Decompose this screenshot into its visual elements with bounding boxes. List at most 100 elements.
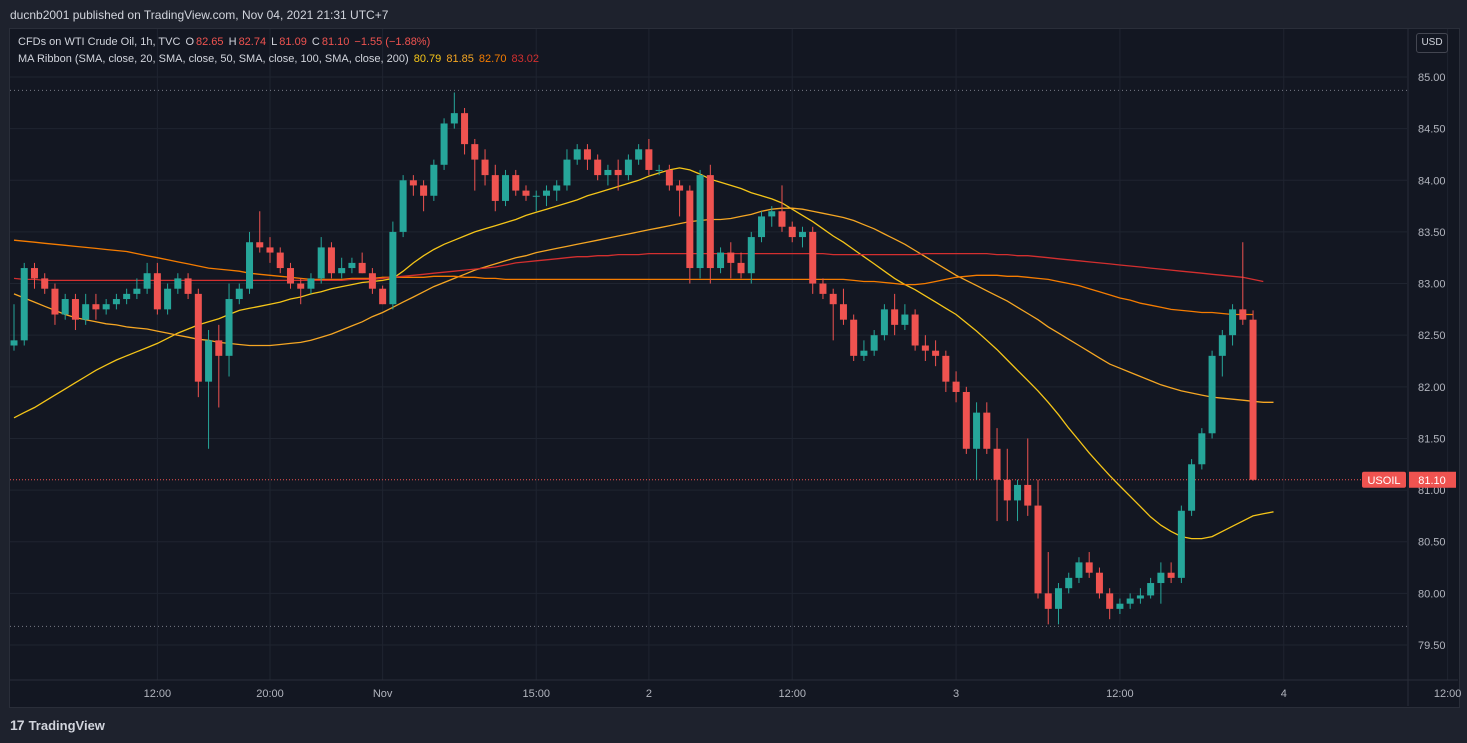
candle-up[interactable]	[348, 262, 356, 269]
candle-down[interactable]	[1167, 572, 1175, 578]
candle-up[interactable]	[696, 175, 704, 269]
candle-down[interactable]	[911, 314, 919, 346]
candle-up[interactable]	[1054, 588, 1062, 609]
candle-down[interactable]	[1044, 593, 1052, 609]
candle-up[interactable]	[205, 340, 213, 382]
chart-frame[interactable]	[9, 28, 1460, 708]
candle-down[interactable]	[286, 268, 294, 284]
candle-down[interactable]	[41, 278, 49, 289]
legend-ma-label[interactable]: MA Ribbon (SMA, close, 20, SMA, close, 5…	[18, 53, 409, 65]
candle-down[interactable]	[788, 226, 796, 238]
candle-up[interactable]	[880, 309, 888, 336]
candle-up[interactable]	[635, 149, 643, 160]
candle-up[interactable]	[338, 268, 346, 274]
candle-up[interactable]	[901, 314, 909, 325]
candle-up[interactable]	[604, 169, 612, 176]
candle-up[interactable]	[1229, 309, 1237, 336]
candle-down[interactable]	[512, 175, 520, 191]
candle-up[interactable]	[430, 164, 438, 196]
candle-down[interactable]	[409, 180, 417, 186]
candle-up[interactable]	[440, 123, 448, 165]
candle-down[interactable]	[358, 262, 366, 274]
candle-up[interactable]	[1208, 355, 1216, 434]
candle-down[interactable]	[92, 304, 100, 310]
candle-down[interactable]	[184, 278, 192, 294]
candle-up[interactable]	[1198, 433, 1206, 465]
candle-down[interactable]	[676, 185, 684, 191]
candle-down[interactable]	[1003, 479, 1011, 501]
candle-down[interactable]	[962, 391, 970, 449]
candle-down[interactable]	[215, 340, 223, 356]
candle-up[interactable]	[10, 340, 18, 346]
candle-down[interactable]	[645, 149, 653, 170]
candle-up[interactable]	[123, 293, 131, 300]
candle-down[interactable]	[809, 231, 817, 284]
candle-up[interactable]	[747, 237, 755, 274]
candle-down[interactable]	[327, 247, 335, 274]
candle-up[interactable]	[542, 190, 550, 196]
candle-down[interactable]	[706, 175, 714, 269]
candle-up[interactable]	[174, 278, 182, 289]
candle-up[interactable]	[307, 278, 315, 289]
candle-down[interactable]	[583, 149, 591, 160]
candle-up[interactable]	[624, 159, 632, 176]
candle-up[interactable]	[1218, 335, 1226, 356]
candle-down[interactable]	[194, 293, 202, 382]
candle-down[interactable]	[491, 175, 499, 201]
candle-up[interactable]	[1157, 572, 1165, 584]
candle-up[interactable]	[102, 304, 110, 310]
candle-up[interactable]	[573, 149, 581, 160]
candle-up[interactable]	[1188, 464, 1196, 511]
candle-up[interactable]	[860, 350, 868, 356]
candle-down[interactable]	[276, 252, 284, 269]
footer-branding[interactable]: 17 TradingView	[10, 717, 105, 733]
candle-down[interactable]	[297, 283, 305, 289]
candle-down[interactable]	[1095, 572, 1103, 594]
candle-down[interactable]	[891, 309, 899, 325]
candle-up[interactable]	[502, 175, 510, 201]
candle-up[interactable]	[1126, 598, 1134, 604]
candle-down[interactable]	[368, 273, 376, 289]
candle-up[interactable]	[870, 335, 878, 351]
candle-down[interactable]	[1034, 505, 1042, 594]
candle-down[interactable]	[51, 288, 59, 315]
candle-up[interactable]	[82, 304, 90, 320]
candle-down[interactable]	[932, 350, 940, 356]
candle-down[interactable]	[1239, 309, 1247, 320]
candle-up[interactable]	[20, 268, 28, 341]
candle-up[interactable]	[563, 159, 571, 186]
candle-up[interactable]	[143, 273, 151, 289]
candle-down[interactable]	[737, 262, 745, 274]
candle-up[interactable]	[717, 252, 725, 269]
candle-down[interactable]	[1249, 319, 1257, 480]
candle-down[interactable]	[614, 169, 622, 176]
candle-down[interactable]	[921, 345, 929, 351]
candle-up[interactable]	[1075, 562, 1083, 578]
candle-up[interactable]	[1177, 510, 1185, 578]
candle-up[interactable]	[758, 216, 766, 238]
candle-up[interactable]	[389, 231, 397, 305]
candle-up[interactable]	[973, 412, 981, 449]
candle-down[interactable]	[153, 273, 161, 310]
candle-down[interactable]	[266, 247, 274, 253]
candle-up[interactable]	[798, 231, 806, 238]
candle-up[interactable]	[1116, 603, 1124, 609]
candle-down[interactable]	[993, 448, 1001, 480]
candle-down[interactable]	[71, 299, 79, 320]
candle-down[interactable]	[829, 293, 837, 305]
candle-down[interactable]	[778, 211, 786, 227]
candle-up[interactable]	[768, 211, 776, 217]
candle-up[interactable]	[133, 288, 141, 294]
candle-up[interactable]	[317, 247, 325, 279]
candle-down[interactable]	[1085, 562, 1093, 573]
candle-up[interactable]	[1136, 595, 1144, 599]
candle-down[interactable]	[839, 304, 847, 320]
candle-up[interactable]	[553, 185, 561, 191]
candle-up[interactable]	[655, 169, 663, 171]
candle-down[interactable]	[420, 185, 428, 196]
candle-down[interactable]	[983, 412, 991, 449]
candle-down[interactable]	[942, 355, 950, 382]
candle-up[interactable]	[225, 299, 233, 356]
candle-up[interactable]	[246, 242, 254, 289]
candle-up[interactable]	[450, 113, 458, 124]
